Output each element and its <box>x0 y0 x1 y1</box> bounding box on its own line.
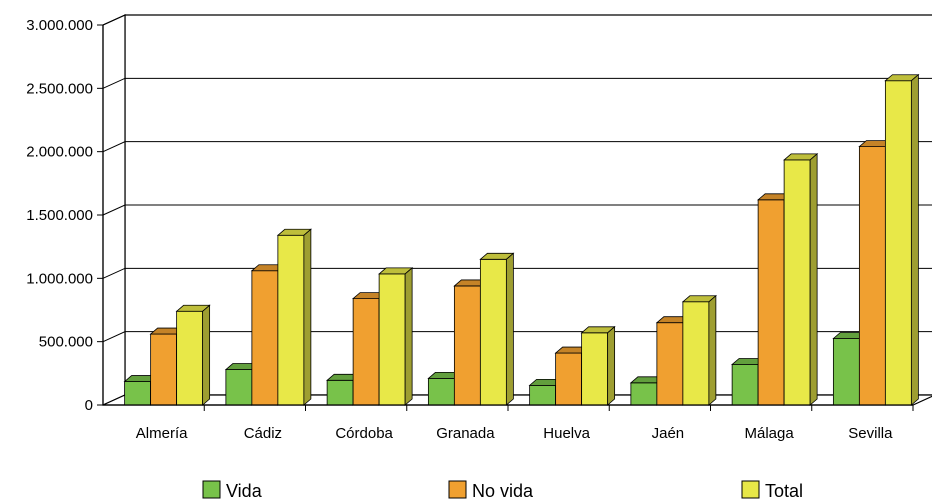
legend-label: Total <box>765 481 803 499</box>
x-tick-label: Cádiz <box>244 425 282 442</box>
bar-front <box>858 146 886 406</box>
bar-front <box>277 234 305 406</box>
bar-side <box>404 267 413 406</box>
bar-front <box>479 258 507 406</box>
bar-group-2 <box>326 267 414 406</box>
bar-front <box>427 377 455 406</box>
x-tick-label: Jaén <box>652 425 685 442</box>
bar-front <box>352 298 380 406</box>
y-tick-label: 2.500.000 <box>26 80 93 97</box>
bar-side <box>202 304 211 406</box>
bar-group-7 <box>832 73 920 406</box>
bar-side <box>910 73 919 406</box>
bar-front <box>251 270 279 406</box>
bar-front <box>656 322 684 406</box>
bar-front <box>555 352 583 406</box>
gridline <box>102 267 932 279</box>
gridline <box>102 14 932 26</box>
legend-item: Vida <box>202 480 263 499</box>
bar-front <box>176 310 204 406</box>
y-tick-label: 0 <box>85 397 93 414</box>
x-tick-label: Granada <box>436 425 495 442</box>
legend-swatch <box>741 480 760 499</box>
y-tick-label: 500.000 <box>39 334 93 351</box>
bar-front <box>225 369 253 406</box>
y-tick-labels: 0 500.000 1.000.000 1.500.000 2.000.000 2.500… <box>26 17 93 414</box>
bar-group-1 <box>224 228 312 406</box>
legend-swatch <box>202 480 221 499</box>
x-tick-label: Almería <box>136 425 188 442</box>
bar-front <box>682 301 710 406</box>
gridline <box>102 77 932 89</box>
x-tick-label: Sevilla <box>848 425 893 442</box>
bar-front <box>326 379 354 406</box>
x-tick-label: Huelva <box>543 425 590 442</box>
bar-front <box>378 273 406 406</box>
bar-front <box>783 159 811 406</box>
y-tick-label: 2.000.000 <box>26 144 93 161</box>
bar-front <box>757 199 785 406</box>
y-tick-label: 1.500.000 <box>26 207 93 224</box>
bar-group-6 <box>731 153 819 406</box>
bar-group-4 <box>528 325 616 406</box>
y-tick-label: 1.000.000 <box>26 270 93 287</box>
gridline <box>102 141 932 153</box>
bar-side <box>505 252 514 406</box>
legend-swatch <box>448 480 467 499</box>
bar-side <box>607 325 616 406</box>
gridline <box>102 204 932 216</box>
bar-front <box>630 382 658 406</box>
gridlines <box>102 14 932 343</box>
legend-item: No vida <box>448 480 534 499</box>
legend-label: No vida <box>472 481 534 499</box>
legend-label: Vida <box>226 481 263 499</box>
bar-side <box>708 294 717 406</box>
bar-front <box>884 80 912 406</box>
bar-front <box>150 333 178 406</box>
x-tick-label: Córdoba <box>335 425 393 442</box>
bar-front <box>581 332 609 406</box>
legend-item: Total <box>741 480 803 499</box>
bar-front <box>124 381 152 406</box>
bar-side <box>809 153 818 406</box>
bar-group-0 <box>123 304 211 406</box>
bar-front <box>529 384 557 406</box>
y-tick-label: 3.000.000 <box>26 17 93 34</box>
bar-front <box>731 364 759 406</box>
x-tick-label: Málaga <box>745 425 795 442</box>
bar-side <box>303 228 312 406</box>
bar-group-3 <box>427 252 515 406</box>
bar-front <box>453 285 481 406</box>
x-tick-labels: Almería Cádiz Córdoba Granada Huelva Jaén Mála… <box>136 425 893 442</box>
legend: Vida No vida Total <box>202 480 803 499</box>
bar-front <box>832 338 860 406</box>
axes <box>97 24 914 411</box>
